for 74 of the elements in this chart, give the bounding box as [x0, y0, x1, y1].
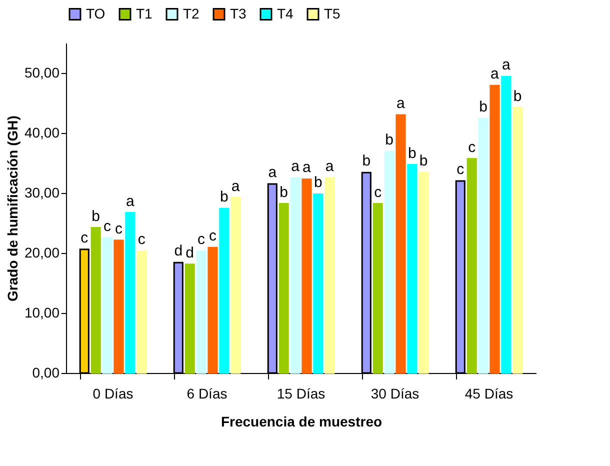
bar — [407, 164, 418, 374]
bar — [208, 246, 218, 374]
data-label: c — [374, 184, 382, 201]
bar — [219, 208, 230, 374]
data-label: b — [220, 188, 228, 206]
data-label: a — [231, 178, 240, 195]
bar — [501, 76, 512, 374]
data-label: a — [126, 192, 135, 210]
data-label: a — [396, 95, 406, 112]
bar — [230, 197, 241, 374]
data-label: a — [490, 66, 500, 83]
bar — [114, 240, 124, 374]
data-label: c — [456, 161, 465, 178]
data-label: b — [280, 184, 288, 201]
bar — [125, 212, 136, 374]
y-axis-title: Grado de humificación (GH) — [4, 116, 20, 302]
x-tick-label: 45 Días — [464, 386, 514, 402]
data-label: c — [138, 231, 146, 248]
bar — [102, 237, 112, 374]
y-tick-label: 10,00 — [24, 304, 60, 320]
y-tick-label: 20,00 — [24, 244, 60, 260]
y-tick-label: 50,00 — [24, 64, 60, 80]
x-tick-label: 15 Días — [276, 386, 326, 402]
bar — [196, 250, 206, 374]
data-label: b — [513, 88, 522, 105]
legend-label: T5 — [324, 5, 341, 22]
data-label: c — [104, 218, 112, 235]
y-tick-label: 30,00 — [24, 184, 60, 200]
bar — [396, 114, 406, 374]
data-label: b — [385, 132, 394, 149]
data-label: c — [80, 229, 89, 246]
data-label: c — [468, 138, 476, 156]
bar — [478, 118, 488, 374]
data-label: c — [114, 220, 123, 238]
bar — [490, 84, 500, 374]
data-label: a — [291, 158, 300, 175]
y-tick-label: 40,00 — [24, 124, 60, 140]
bar — [466, 158, 477, 374]
x-tick-label: 30 Días — [370, 386, 420, 402]
data-label: b — [479, 98, 488, 116]
data-label: d — [174, 242, 183, 260]
data-label: c — [198, 231, 206, 248]
bar — [90, 227, 101, 374]
data-label: a — [268, 164, 278, 181]
x-tick-label: 0 Días — [92, 386, 134, 402]
data-label: b — [314, 174, 322, 192]
data-label: b — [362, 152, 371, 170]
y-tick-label: 0,00 — [32, 364, 60, 380]
legend-label: T2 — [183, 5, 200, 22]
data-label: d — [186, 244, 194, 262]
bar — [313, 193, 324, 374]
data-label: a — [502, 56, 511, 74]
bar — [184, 264, 195, 374]
data-label: b — [92, 208, 100, 225]
bar — [290, 177, 300, 374]
bar — [512, 107, 523, 374]
legend-label: T1 — [136, 5, 153, 22]
bar — [418, 172, 429, 374]
data-label: a — [302, 159, 312, 176]
x-tick-label: 6 Días — [186, 386, 228, 402]
data-label: b — [419, 152, 428, 170]
bar — [136, 250, 147, 374]
data-label: b — [408, 144, 416, 162]
data-label: c — [208, 228, 217, 245]
legend-label: T3 — [230, 5, 247, 22]
legend-label: T4 — [277, 5, 294, 22]
data-label: a — [325, 158, 334, 175]
legend-label: TO — [86, 5, 106, 22]
bar — [372, 203, 383, 374]
bar — [324, 177, 335, 374]
bar — [384, 150, 394, 374]
bar — [302, 178, 312, 374]
bar — [278, 203, 289, 374]
x-axis-title: Frecuencia de muestreo — [220, 414, 382, 430]
